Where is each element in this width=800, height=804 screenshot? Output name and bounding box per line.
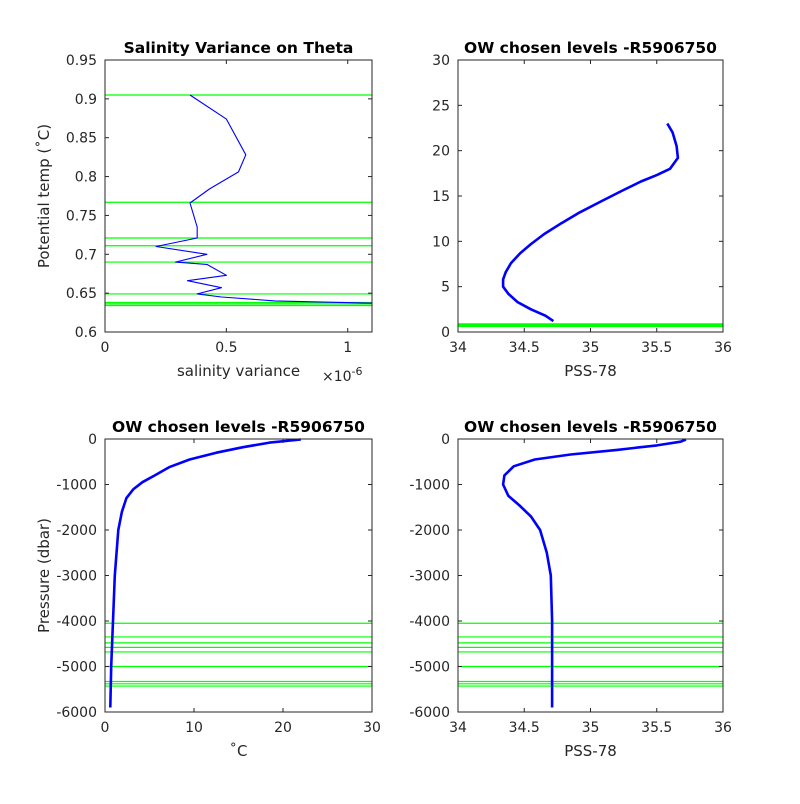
y-tick-label: -5000	[56, 660, 97, 676]
y-tick-label: 0.65	[66, 286, 97, 302]
x-tick-label: 35.5	[641, 340, 672, 356]
x-tick-label: 35	[582, 340, 600, 356]
panel-temperature-vs-pressure: 0 10 20 30 -6000 -5000 -4000 -3000 -2000 -1000 0 O…	[35, 418, 381, 760]
x-axis-exponent-power: -6	[352, 365, 363, 378]
x-tick-label: 34	[449, 340, 467, 356]
x-tick-label: 0.5	[215, 340, 237, 356]
profile-line	[155, 94, 373, 304]
y-tick-label: -6000	[409, 705, 450, 721]
chart-title: OW chosen levels -R5906750	[464, 39, 717, 57]
chart-title: OW chosen levels -R5906750	[112, 418, 365, 436]
x-axis-exponent-base: ×10	[322, 369, 352, 385]
y-tick-label: 0	[441, 432, 450, 448]
x-tick-label: 34	[449, 720, 467, 736]
x-tick-label: 1	[343, 340, 352, 356]
profile-line	[109, 438, 301, 708]
panel-salinity-variance: 0 0.5 1 0.6 0.65 0.7 0.75 0.8 0.85 0.9 0.95 Salini…	[35, 39, 373, 385]
x-tick-label: 36	[714, 340, 732, 356]
y-tick-label: 0.85	[66, 131, 97, 147]
x-tick-label: 30	[363, 720, 381, 736]
y-tick-label: -3000	[409, 569, 450, 585]
y-tick-label: -3000	[56, 569, 97, 585]
x-tick-label: 20	[274, 720, 292, 736]
x-tick-label: 36	[714, 720, 732, 736]
y-tick-label: -2000	[409, 523, 450, 539]
y-tick-label: 20	[432, 144, 450, 160]
profile-line	[501, 122, 680, 323]
x-tick-label: 0	[101, 720, 110, 736]
panel-salinity-vs-pressure: 34 34.5 35 35.5 36 -6000 -5000 -4000 -3000 -2000 -…	[409, 418, 732, 760]
y-tick-label: 0.7	[75, 247, 97, 263]
y-tick-label: 0	[88, 432, 97, 448]
x-tick-label: 35	[582, 720, 600, 736]
x-tick-label: 0	[101, 340, 110, 356]
y-axis-label: Potential temp (˚C)	[35, 124, 53, 268]
y-tick-label: -5000	[409, 660, 450, 676]
profile-line	[501, 438, 687, 708]
y-tick-label: 0.9	[75, 92, 97, 108]
y-tick-label: 0.95	[66, 53, 97, 69]
y-tick-label: 0.8	[75, 170, 97, 186]
y-tick-label: 10	[432, 234, 450, 250]
y-tick-label: -6000	[56, 705, 97, 721]
x-axis-label: ˚C	[230, 742, 248, 760]
y-tick-label: -4000	[56, 614, 97, 630]
x-tick-label: 35.5	[641, 720, 672, 736]
y-tick-label: 0	[441, 325, 450, 341]
y-tick-label: -1000	[409, 478, 450, 494]
x-axis-exponent: ×10-6	[322, 365, 363, 385]
x-tick-label: 34.5	[509, 720, 540, 736]
y-tick-label: -1000	[56, 478, 97, 494]
axes-frame	[457, 59, 724, 333]
panel-salinity-vs-theta: 34 34.5 35 35.5 36 0 5 10 15 20 25 30 OW chosen lev…	[432, 39, 732, 380]
y-tick-label: -2000	[56, 523, 97, 539]
y-axis-label: Pressure (dbar)	[35, 518, 53, 633]
axes-frame	[457, 438, 724, 713]
x-axis-label: salinity variance	[177, 362, 300, 380]
x-axis-label: PSS-78	[564, 362, 617, 380]
chart-title: Salinity Variance on Theta	[124, 39, 354, 57]
axes-frame	[104, 59, 373, 333]
y-tick-label: 25	[432, 98, 450, 114]
x-tick-label: 34.5	[509, 340, 540, 356]
y-tick-label: 0.6	[75, 325, 97, 341]
y-tick-label: 0.75	[66, 208, 97, 224]
y-tick-label: -4000	[409, 614, 450, 630]
y-tick-label: 15	[432, 189, 450, 205]
y-tick-label: 5	[441, 280, 450, 296]
x-axis-label: PSS-78	[564, 742, 617, 760]
chart-title: OW chosen levels -R5906750	[464, 418, 717, 436]
y-tick-label: 30	[432, 53, 450, 69]
x-tick-label: 10	[185, 720, 203, 736]
